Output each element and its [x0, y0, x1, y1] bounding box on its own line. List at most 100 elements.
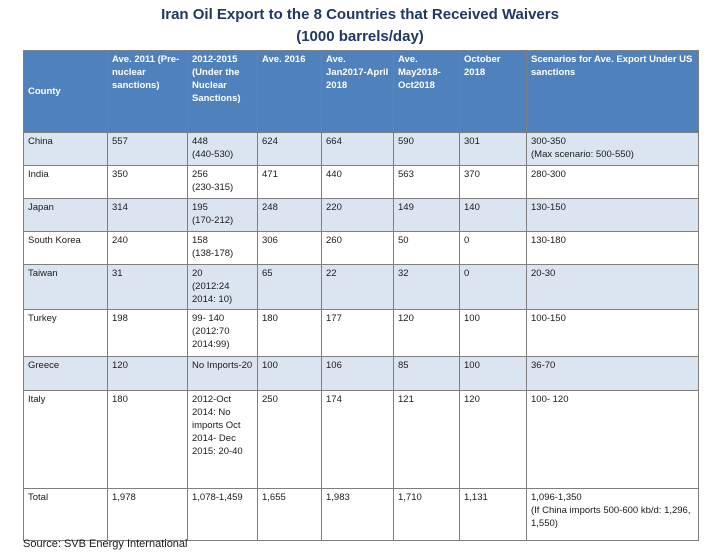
- october-2018-cell: 0: [459, 231, 527, 265]
- ave-2011-cell: 240: [107, 231, 188, 265]
- scenario-cell-value: 280-300: [531, 169, 566, 180]
- ave-2011-cell: 31: [107, 264, 188, 310]
- may2018-oct2018-cell: 121: [393, 390, 460, 489]
- scenario-cell: 20-30: [526, 264, 699, 310]
- october-2018-cell: 301: [459, 132, 527, 166]
- october-2018-cell-value: 301: [464, 136, 480, 147]
- may2018-oct2018-cell-value: 32: [398, 268, 409, 279]
- table-row: Total 1,978 1,078-1,459 1,655 1,983 1,710 1,13…: [23, 488, 699, 541]
- ave-2011-cell-value: 557: [112, 136, 128, 147]
- period-2012-2015-cell-value: 99- 140: [192, 313, 225, 324]
- october-2018-cell-value: 140: [464, 202, 480, 213]
- scenario-cell-value: 20-30: [531, 268, 556, 279]
- ave-2011-cell-value: 31: [112, 268, 123, 279]
- october-2018-cell-value: 370: [464, 169, 480, 180]
- ave-2016-cell-value: 624: [262, 136, 278, 147]
- may2018-oct2018-cell: 149: [393, 198, 460, 232]
- ave-2016-cell-value: 306: [262, 235, 278, 246]
- october-2018-cell: 370: [459, 165, 527, 199]
- country-cell-value: Taiwan: [28, 268, 58, 279]
- period-2012-2015-cell: 158 (138-178): [187, 231, 258, 265]
- scenario-cell: 100-150: [526, 309, 699, 357]
- scenario-cell-value: 300-350: [531, 136, 566, 147]
- period-2012-2015-cell-note: (170-212): [192, 215, 234, 226]
- jan2017-apr2018-cell-value: 220: [326, 202, 342, 213]
- period-2012-2015-cell-value: 20: [192, 268, 203, 279]
- may2018-oct2018-cell-value: 1,710: [398, 492, 422, 503]
- period-2012-2015-cell-value: 448: [192, 136, 208, 147]
- table-row: Japan 314 195 (170-212) 248 220 149 140 130-150: [23, 198, 699, 232]
- scenario-cell: 280-300: [526, 165, 699, 199]
- ave-2016-cell: 180: [257, 309, 322, 357]
- header-scenarios: Scenarios for Ave. Export Under US sanct…: [526, 50, 699, 133]
- ave-2011-cell-value: 120: [112, 360, 128, 371]
- may2018-oct2018-cell: 50: [393, 231, 460, 265]
- ave-2016-cell: 1,655: [257, 488, 322, 541]
- jan2017-apr2018-cell: 22: [321, 264, 394, 310]
- may2018-oct2018-cell-value: 120: [398, 313, 414, 324]
- may2018-oct2018-cell-value: 121: [398, 394, 414, 405]
- country-cell: Total: [23, 488, 108, 541]
- scenario-cell-value: 100- 120: [531, 394, 569, 405]
- header-row: County Ave. 2011 (Pre-nuclear sanctions)…: [23, 50, 699, 133]
- may2018-oct2018-cell: 32: [393, 264, 460, 310]
- jan2017-apr2018-cell-value: 1,983: [326, 492, 350, 503]
- country-cell: Turkey: [23, 309, 108, 357]
- scenario-cell-value: 100-150: [531, 313, 566, 324]
- may2018-oct2018-cell: 85: [393, 356, 460, 391]
- period-2012-2015-cell-value: 195: [192, 202, 208, 213]
- header-ave-2016: Ave. 2016: [257, 50, 322, 133]
- october-2018-cell-value: 0: [464, 235, 470, 246]
- period-2012-2015-cell-note: (440-530): [192, 149, 234, 160]
- period-2012-2015-cell: 448 (440-530): [187, 132, 258, 166]
- country-cell-value: South Korea: [28, 235, 81, 246]
- ave-2011-cell: 180: [107, 390, 188, 489]
- jan2017-apr2018-cell: 177: [321, 309, 394, 357]
- country-cell: Taiwan: [23, 264, 108, 310]
- october-2018-cell-value: 100: [464, 313, 480, 324]
- jan2017-apr2018-cell-value: 177: [326, 313, 342, 324]
- ave-2011-cell: 314: [107, 198, 188, 232]
- country-cell: India: [23, 165, 108, 199]
- scenario-cell-value: 130-150: [531, 202, 566, 213]
- ave-2016-cell: 100: [257, 356, 322, 391]
- ave-2016-cell: 248: [257, 198, 322, 232]
- table-row: Turkey 198 99- 140 (2012:70 2014:99) 180 177 1…: [23, 309, 699, 357]
- scenario-cell: 1,096-1,350 (If China imports 500-600 kb/…: [526, 488, 699, 541]
- scenario-cell: 130-150: [526, 198, 699, 232]
- ave-2016-cell-value: 248: [262, 202, 278, 213]
- ave-2011-cell-value: 1,978: [112, 492, 136, 503]
- period-2012-2015-cell: 195 (170-212): [187, 198, 258, 232]
- ave-2016-cell-value: 100: [262, 360, 278, 371]
- ave-2016-cell-value: 180: [262, 313, 278, 324]
- header-jan2017-apr2018: Ave. Jan2017-April 2018: [321, 50, 394, 133]
- scenario-cell-value: 1,096-1,350: [531, 492, 582, 503]
- may2018-oct2018-cell: 1,710: [393, 488, 460, 541]
- ave-2011-cell-value: 350: [112, 169, 128, 180]
- oil-export-table: County Ave. 2011 (Pre-nuclear sanctions)…: [23, 50, 699, 541]
- table-row: India 350 256 (230-315) 471 440 563 370 280-300: [23, 165, 699, 199]
- jan2017-apr2018-cell: 174: [321, 390, 394, 489]
- scenario-cell-note: (If China imports 500-600 kb/d: 1,296, 1…: [531, 505, 691, 529]
- source-note: Source: SVB Energy International: [23, 538, 188, 550]
- jan2017-apr2018-cell-value: 260: [326, 235, 342, 246]
- jan2017-apr2018-cell: 1,983: [321, 488, 394, 541]
- period-2012-2015-cell: 2012-Oct 2014: No imports Oct 2014- Dec …: [187, 390, 258, 489]
- october-2018-cell-value: 0: [464, 268, 470, 279]
- country-cell-value: India: [28, 169, 49, 180]
- header-october-2018: October 2018: [459, 50, 527, 133]
- jan2017-apr2018-cell: 260: [321, 231, 394, 265]
- scenario-cell-value: 36-70: [531, 360, 556, 371]
- may2018-oct2018-cell: 563: [393, 165, 460, 199]
- table-row: Taiwan 31 20 (2012:24 2014: 10) 65 22 32 0 20-30: [23, 264, 699, 310]
- table-row: South Korea 240 158 (138-178) 306 260 50 0 130-1…: [23, 231, 699, 265]
- ave-2011-cell: 350: [107, 165, 188, 199]
- ave-2011-cell: 1,978: [107, 488, 188, 541]
- october-2018-cell: 140: [459, 198, 527, 232]
- scenario-cell-value: 130-180: [531, 235, 566, 246]
- period-2012-2015-cell-value: 1,078-1,459: [192, 492, 243, 503]
- country-cell-value: Total: [28, 492, 49, 503]
- jan2017-apr2018-cell: 440: [321, 165, 394, 199]
- october-2018-cell: 100: [459, 309, 527, 357]
- may2018-oct2018-cell-value: 149: [398, 202, 414, 213]
